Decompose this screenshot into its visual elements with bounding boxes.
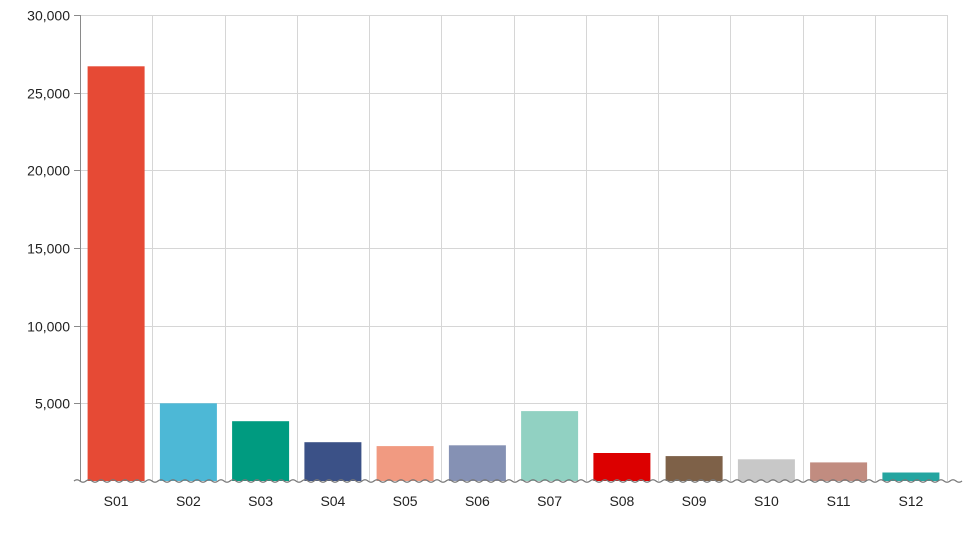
bar-s05 [376,446,434,481]
grid-layer [80,15,948,481]
bar-s06 [448,445,506,481]
axis-layer [73,15,963,483]
bar-s08 [593,453,651,481]
bar-s07 [521,411,579,481]
bar-s12 [882,472,940,481]
y-tick-label: 5,000 [35,396,70,412]
bar-s09 [665,456,723,481]
bar-s04 [304,442,362,481]
bar-s01 [87,66,145,482]
x-tick-label: S01 [104,493,129,509]
x-tick-label: S02 [176,493,201,509]
x-tick-label: S09 [682,493,707,509]
x-tick-label: S06 [465,493,490,509]
x-tick-label: S08 [609,493,634,509]
x-tick-label: S04 [320,493,345,509]
bar-layer [87,66,940,482]
bar-s10 [737,459,795,481]
bar-s03 [232,421,290,481]
y-tick-label: 15,000 [27,241,70,257]
bar-s11 [810,462,868,481]
x-tick-label: S12 [898,493,923,509]
y-tick-label: 25,000 [27,86,70,102]
x-tick-label: S07 [537,493,562,509]
x-tick-label: S03 [248,493,273,509]
y-tick-label: 30,000 [27,8,70,24]
label-layer: 5,000 10,000 15,000 20,000 25,000 30,000 S01 S0… [27,8,923,510]
bar-s02 [159,403,217,481]
x-tick-label: S10 [754,493,779,509]
y-tick-label: 20,000 [27,163,70,179]
axis-break-line [73,479,963,483]
x-tick-label: S11 [827,493,851,509]
y-tick-label: 10,000 [27,319,70,335]
x-tick-label: S05 [393,493,418,509]
